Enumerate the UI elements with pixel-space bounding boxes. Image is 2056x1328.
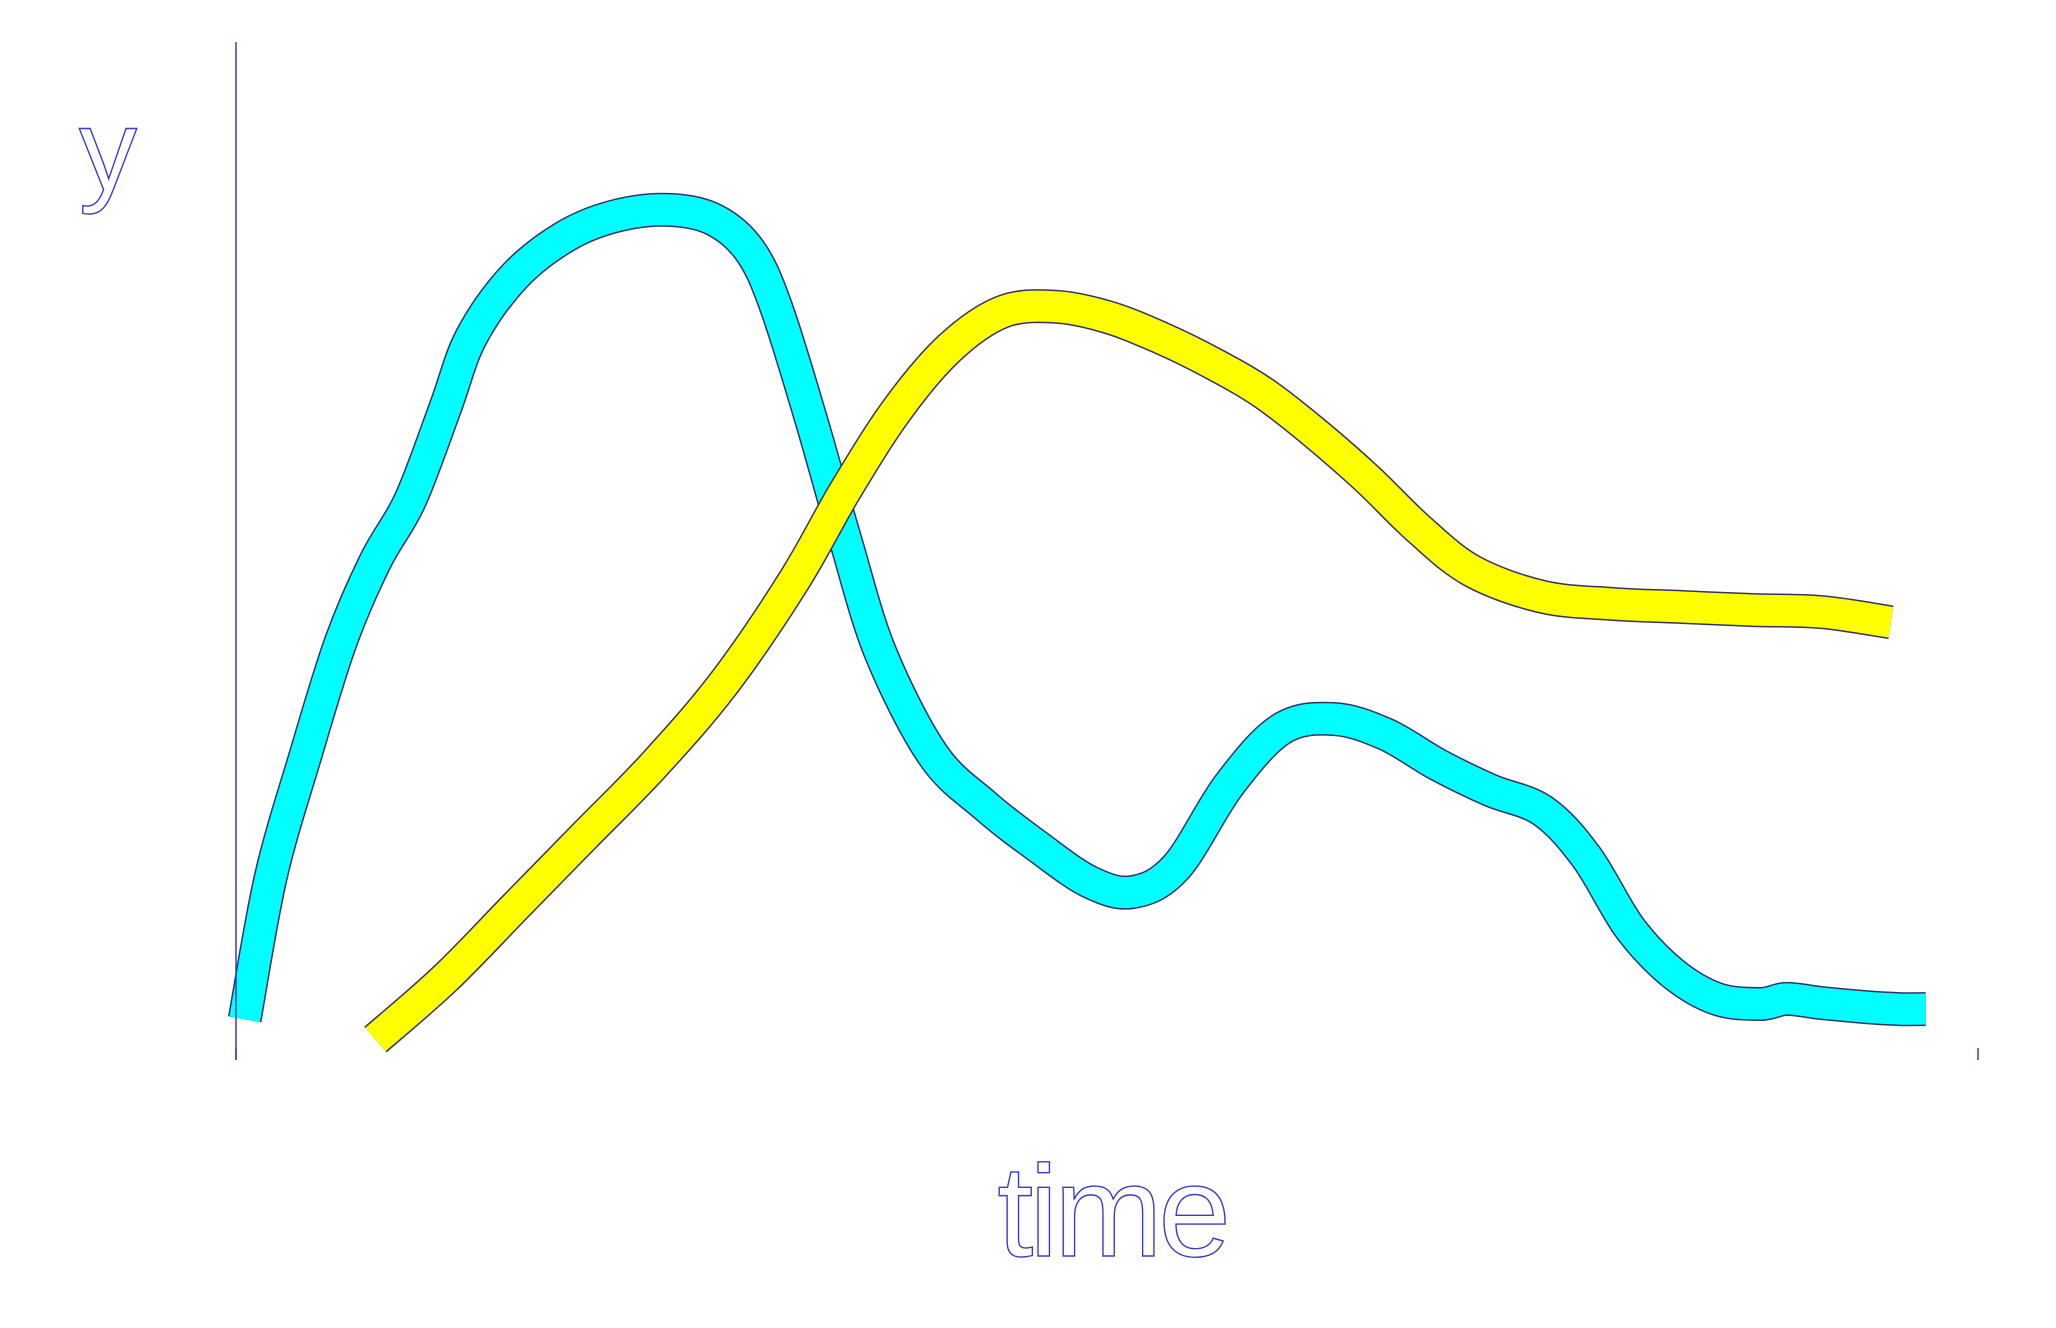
y-axis-title: y	[79, 85, 137, 215]
x-axis-title: time	[997, 1138, 1227, 1284]
series-layer	[245, 210, 1926, 1040]
series-2-line	[375, 306, 1891, 1039]
series-2-outline	[375, 306, 1891, 1039]
